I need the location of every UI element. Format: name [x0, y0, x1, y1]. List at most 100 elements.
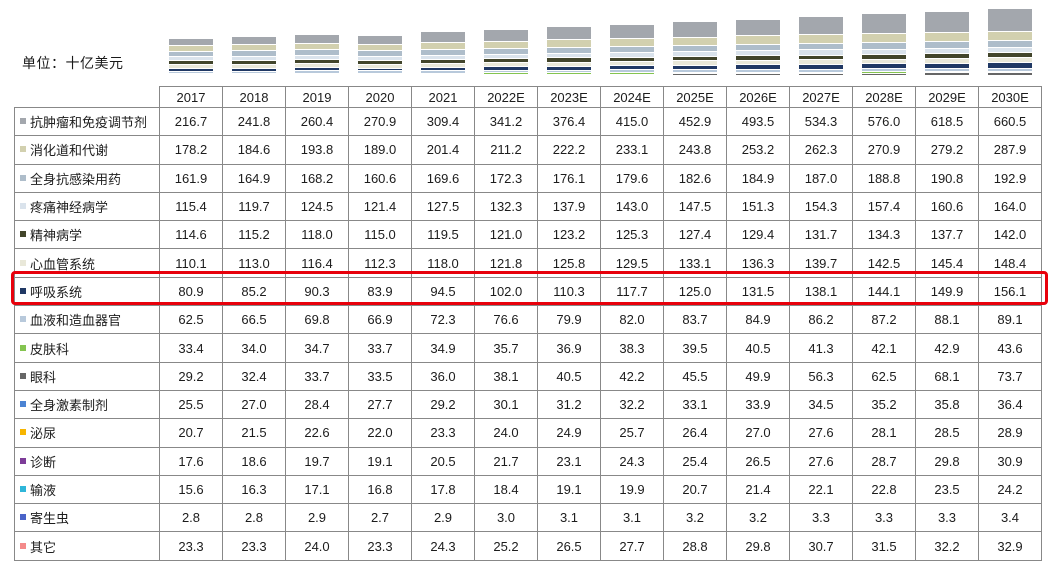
year-header-2025E: 2025E — [663, 86, 727, 108]
value-cell: 176.1 — [537, 163, 601, 193]
value-cell: 118.0 — [411, 248, 475, 278]
bar-segment — [609, 38, 654, 47]
value-cell: 83.9 — [348, 276, 412, 307]
value-cell: 114.6 — [159, 220, 223, 250]
value-cell: 30.9 — [978, 446, 1042, 476]
bar-segment — [987, 68, 1032, 72]
value-cell: 28.7 — [852, 446, 916, 476]
series-marker-icon — [20, 146, 26, 153]
bar-segment — [609, 62, 654, 67]
bar-column-2028E — [852, 0, 915, 84]
bar-segment — [231, 64, 276, 69]
value-cell: 164.0 — [978, 191, 1042, 222]
bar-segment — [294, 34, 339, 44]
value-cell: 129.4 — [726, 220, 790, 250]
value-cell: 27.7 — [600, 531, 664, 561]
bar-segment — [231, 80, 276, 81]
value-cell: 160.6 — [348, 163, 412, 193]
bar-segment — [924, 54, 969, 59]
row-label: 疼痛神经病学 — [30, 200, 109, 216]
value-cell: 33.1 — [663, 389, 727, 420]
bar-segment — [798, 69, 843, 73]
table-row: 消化道和代谢 178.2 184.6 193.8 189.0 201.4 211.2 222.… — [14, 135, 1042, 165]
value-cell: 19.1 — [348, 446, 412, 476]
bar-segment — [294, 60, 339, 65]
bar-segment — [168, 78, 213, 79]
bar-segment — [861, 79, 906, 81]
bar-segment — [924, 75, 969, 77]
row-header-cell: 抗肿瘤和免疫调节剂 — [14, 106, 160, 137]
value-cell: 142.0 — [978, 220, 1042, 250]
value-cell: 32.2 — [600, 389, 664, 420]
bar-segment — [357, 77, 402, 78]
bar-segment — [735, 45, 780, 52]
value-cell: 184.6 — [222, 135, 286, 165]
value-cell: 172.3 — [474, 163, 538, 193]
bar-segment — [987, 53, 1032, 59]
value-cell: 201.4 — [411, 135, 475, 165]
row-label: 全身激素制剂 — [30, 398, 109, 414]
value-cell: 121.0 — [474, 220, 538, 250]
bar-segment — [987, 9, 1032, 32]
value-cell: 341.2 — [474, 106, 538, 137]
row-header-cell: 其它 — [14, 531, 160, 561]
value-cell: 41.3 — [789, 333, 853, 363]
bar-segment — [609, 52, 654, 58]
row-header-cell: 皮肤科 — [14, 333, 160, 363]
bar-segment — [735, 60, 780, 66]
bar-segment — [357, 44, 402, 52]
stacked-bar-2019 — [294, 34, 339, 82]
value-cell: 187.0 — [789, 163, 853, 193]
bar-segment — [546, 73, 591, 75]
bar-segment — [861, 34, 906, 44]
value-cell: 262.3 — [789, 135, 853, 165]
bar-segment — [357, 78, 402, 79]
value-cell: 376.4 — [537, 106, 601, 137]
bar-segment — [798, 60, 843, 65]
bar-segment — [735, 77, 780, 78]
bar-segment — [231, 77, 276, 78]
row-label: 心血管系统 — [30, 256, 96, 272]
bar-segment — [483, 77, 528, 78]
bar-segment — [483, 74, 528, 76]
year-header-2029E: 2029E — [915, 86, 979, 108]
value-cell: 132.3 — [474, 191, 538, 222]
value-cell: 40.5 — [726, 333, 790, 363]
value-cell: 131.5 — [726, 276, 790, 307]
value-cell: 19.9 — [600, 474, 664, 505]
value-cell: 33.7 — [348, 333, 412, 363]
value-cell: 26.4 — [663, 418, 727, 448]
table-row: 抗肿瘤和免疫调节剂 216.7 241.8 260.4 270.9 309.4 341.2 3… — [14, 106, 1042, 137]
bar-segment — [420, 32, 465, 43]
bar-segment — [861, 43, 906, 50]
bar-segment — [798, 17, 843, 36]
bar-segment — [672, 37, 717, 46]
bar-segment — [420, 79, 465, 80]
value-cell: 149.9 — [915, 276, 979, 307]
value-cell: 35.7 — [474, 333, 538, 363]
bar-segment — [546, 74, 591, 76]
bar-segment — [546, 70, 591, 74]
bar-segment — [168, 76, 213, 77]
bar-segment — [672, 52, 717, 58]
value-cell: 25.2 — [474, 531, 538, 561]
value-cell: 118.0 — [285, 220, 349, 250]
year-header-2018: 2018 — [222, 86, 286, 108]
bar-segment — [861, 73, 906, 76]
value-cell: 121.4 — [348, 191, 412, 222]
bar-segment — [987, 80, 1032, 82]
bar-segment — [924, 76, 969, 78]
stacked-bar-2028E — [861, 14, 906, 82]
value-cell: 121.8 — [474, 248, 538, 278]
year-header-2024E: 2024E — [600, 86, 664, 108]
value-cell: 28.8 — [663, 531, 727, 561]
value-cell: 28.4 — [285, 389, 349, 420]
value-cell: 36.0 — [411, 361, 475, 391]
value-cell: 83.7 — [663, 305, 727, 335]
value-cell: 87.2 — [852, 305, 916, 335]
value-cell: 34.5 — [789, 389, 853, 420]
bar-segment — [924, 80, 969, 82]
row-header-cell: 消化道和代谢 — [14, 135, 160, 165]
bar-segment — [924, 68, 969, 72]
bar-segment — [420, 74, 465, 76]
